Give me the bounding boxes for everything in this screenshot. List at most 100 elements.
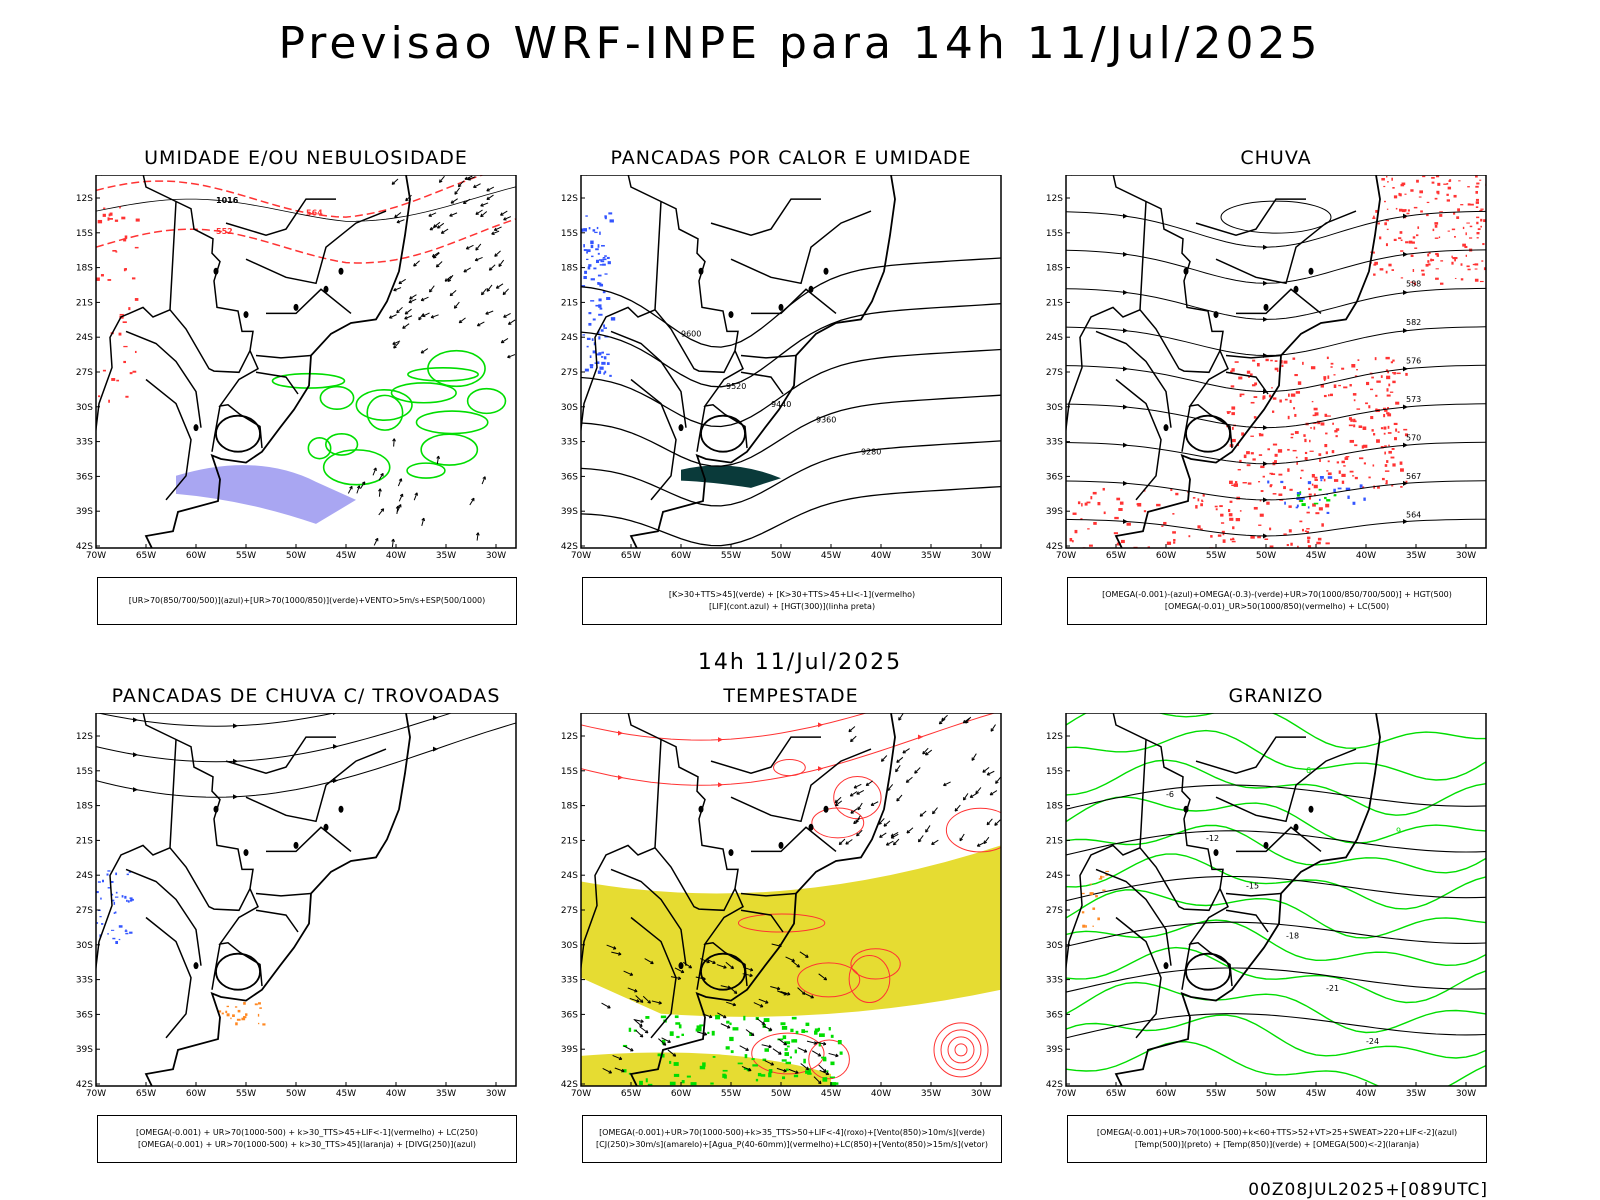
rain-area (1297, 545, 1299, 548)
rain-area (1365, 402, 1368, 405)
rain-area (1453, 194, 1457, 198)
wind-vector (879, 832, 887, 838)
rain-area (1415, 234, 1419, 237)
wind-arrowhead (834, 802, 839, 807)
rain-area (1406, 212, 1410, 215)
wind-850-area (830, 1061, 835, 1066)
wind-vector (720, 1023, 731, 1029)
lon-tick-label: 70W (571, 551, 591, 561)
wind-vector (943, 781, 951, 786)
rain-area (1475, 206, 1479, 208)
wind-vector (990, 724, 996, 732)
rain-area (1170, 488, 1173, 492)
thunderstorm-area (262, 1023, 266, 1026)
wind-vector (838, 838, 846, 845)
divergence-area (127, 900, 130, 903)
wind-850-area (726, 1020, 730, 1024)
wind-arrowhead (870, 802, 875, 806)
lon-tick-label: 45W (821, 551, 841, 561)
divergence-area (107, 887, 112, 889)
wind-vector (896, 794, 903, 802)
wind-arrowhead (748, 1067, 752, 1072)
rain-area (1413, 282, 1417, 286)
rain-area (1226, 411, 1231, 413)
rain-area (1290, 433, 1294, 436)
omega-500-area (1102, 889, 1106, 891)
omega-strong-area (1301, 503, 1306, 507)
lon-tick-label: 40W (871, 1089, 891, 1099)
wind-arrowhead (475, 247, 479, 251)
wind-vector (986, 818, 993, 826)
wind-arrowhead (503, 314, 507, 318)
wind-vector (835, 800, 843, 807)
contour-line (96, 218, 516, 264)
rain-area (1246, 370, 1251, 374)
rain-area (1377, 486, 1380, 489)
rain-area (1465, 232, 1467, 236)
wind-arrowhead (680, 969, 685, 974)
rain-area (1387, 432, 1392, 434)
pressure-detail (118, 332, 122, 336)
wind-arrowhead (405, 197, 409, 202)
lat-tick-label: 39S (76, 507, 93, 517)
wind-850-area (647, 1083, 653, 1086)
wind-arrowhead (420, 350, 425, 354)
wind-arrowhead (404, 316, 408, 320)
flow-arrow (1403, 328, 1408, 334)
wind-arrowhead (650, 960, 654, 965)
rain-area (1348, 417, 1352, 421)
rain-area (1240, 393, 1245, 396)
wind-vector (776, 1067, 787, 1072)
divergence-area (124, 930, 128, 932)
contour-label: 564 (1406, 510, 1421, 519)
rain-area (1319, 458, 1321, 462)
political-border (145, 916, 192, 1039)
wind-vector (989, 790, 998, 796)
political-border (710, 198, 821, 236)
rain-area (1175, 492, 1179, 496)
rain-area (1222, 532, 1225, 536)
rain-area (1414, 247, 1418, 249)
pressure-detail (114, 219, 119, 222)
lat-tick-label: 42S (76, 542, 93, 552)
omega-area (1327, 476, 1333, 479)
rain-area (1349, 384, 1352, 387)
wind-vector (413, 492, 418, 501)
omega-area (1319, 498, 1321, 501)
rain-area (1451, 255, 1453, 258)
wind-arrowhead (393, 287, 397, 292)
wind-vector (454, 187, 461, 195)
rain-area (1294, 413, 1297, 417)
pressure-detail (123, 360, 127, 364)
lat-tick-label: 27S (561, 368, 578, 378)
wind-vector (658, 1038, 667, 1046)
rain-area (1422, 175, 1426, 178)
lake-mark (1213, 311, 1219, 319)
rain-area (1113, 532, 1119, 535)
rain-area (1332, 422, 1334, 425)
wind-arrowhead (959, 837, 963, 842)
rain-area (1377, 222, 1380, 225)
rain-area (1426, 213, 1429, 217)
rain-area (1439, 282, 1444, 285)
omega-500-area (1089, 892, 1094, 896)
rain-area (1308, 487, 1311, 491)
flow-arrow (1263, 280, 1268, 286)
lake-mark (293, 841, 299, 849)
rain-area (1253, 396, 1258, 398)
political-border (740, 909, 784, 933)
wind-850-area (707, 1031, 710, 1034)
thunderstorm-area (257, 1022, 260, 1025)
legend-line: [OMEGA(-0.001)+UR>70(1000-500)+k>35_TTS>… (599, 1128, 985, 1137)
humidity-upper-area (176, 465, 356, 524)
lake-mark (698, 805, 704, 813)
wind-850-area (702, 1062, 706, 1067)
rain-area (1452, 257, 1456, 260)
rain-area (1371, 376, 1374, 379)
lon-tick-label: 70W (1056, 1089, 1076, 1099)
omega-area (1337, 487, 1342, 490)
wind-arrowhead (768, 1044, 772, 1049)
political-border (630, 916, 677, 1039)
lifted-index-contour (591, 338, 594, 341)
